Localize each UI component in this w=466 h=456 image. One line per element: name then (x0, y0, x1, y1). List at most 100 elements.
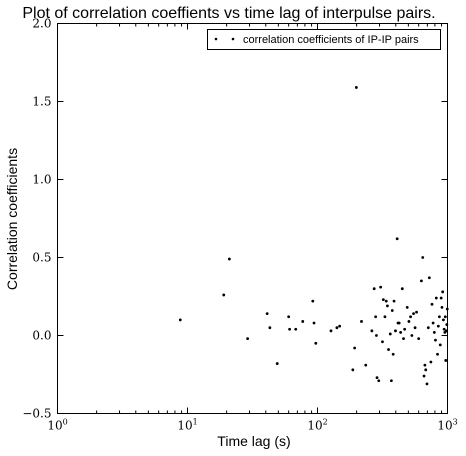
data-point (431, 321, 435, 325)
data-point (413, 326, 417, 330)
data-point (426, 326, 430, 330)
y-tick-label: 0.0 (32, 329, 51, 343)
data-point (338, 324, 342, 328)
data-point (436, 324, 440, 328)
y-tick-label: 0.5 (32, 251, 51, 265)
data-point (374, 315, 378, 319)
data-point (370, 329, 374, 333)
data-point (425, 382, 429, 386)
data-point (442, 327, 446, 331)
x-axis: 100 101 102 103 (47, 23, 458, 433)
data-point (410, 334, 414, 337)
data-point (353, 346, 357, 350)
data-point (434, 296, 438, 300)
data-point (439, 296, 443, 300)
data-point (441, 290, 445, 294)
data-point (387, 348, 390, 351)
x-tick-label: 103 (437, 418, 457, 433)
data-point (311, 299, 315, 303)
data-point (389, 379, 393, 383)
data-point (427, 276, 431, 280)
data-point (379, 285, 383, 289)
x-tick-label: 100 (47, 418, 67, 433)
data-point (372, 287, 376, 291)
data-point (417, 337, 421, 341)
data-point (275, 362, 279, 365)
data-point (312, 321, 316, 325)
data-point (354, 86, 358, 89)
data-point (377, 379, 381, 383)
y-axis: −0.5 0.0 0.5 1.0 1.5 2.0 (22, 17, 448, 421)
chart-title: Plot of correlation coeffients vs time l… (22, 5, 435, 22)
data-point (403, 327, 407, 331)
data-point (422, 374, 426, 378)
data-point (399, 330, 403, 334)
data-point (329, 329, 333, 333)
data-point (436, 352, 439, 356)
data-point (288, 327, 291, 331)
data-point (400, 287, 404, 291)
data-point (444, 359, 448, 362)
y-tick-label: 1.5 (32, 95, 51, 109)
data-point (443, 315, 447, 319)
data-point (227, 257, 231, 261)
y-axis-label: Correlation coefficients (4, 148, 20, 290)
data-point (434, 338, 437, 342)
data-point (409, 315, 412, 319)
data-point (420, 279, 423, 283)
data-point (438, 343, 442, 347)
x-tick-label: 102 (307, 418, 327, 433)
data-point (314, 341, 318, 345)
scatter-points (178, 86, 449, 386)
data-point (381, 340, 384, 344)
data-point (405, 306, 409, 309)
data-point (364, 363, 368, 367)
data-point (412, 312, 415, 316)
legend-marker (214, 37, 218, 41)
plot-area (57, 23, 448, 414)
data-point (351, 368, 355, 372)
data-point (432, 330, 436, 334)
data-point (423, 363, 427, 367)
data-point (294, 327, 298, 331)
x-tick-label: 101 (177, 418, 197, 433)
legend: correlation coefficients of IP-IP pairs (207, 29, 441, 50)
data-point (246, 337, 250, 341)
data-point (222, 293, 226, 297)
data-point (421, 256, 425, 259)
y-tick-label: −0.5 (22, 407, 51, 421)
data-point (360, 320, 363, 323)
data-point (391, 352, 395, 356)
data-point (430, 302, 434, 306)
data-point (440, 306, 444, 309)
data-point (402, 337, 405, 341)
data-point (424, 368, 428, 372)
data-point (395, 237, 399, 241)
data-point (415, 310, 418, 314)
data-point (335, 326, 339, 330)
legend-box (207, 29, 441, 50)
legend-label: correlation coefficients of IP-IP pairs (243, 34, 419, 46)
data-point (265, 312, 269, 316)
data-point (381, 298, 385, 302)
y-tick-label: 2.0 (32, 17, 51, 31)
data-point (444, 329, 448, 333)
data-point (383, 315, 387, 319)
data-point (388, 332, 392, 336)
data-point (386, 304, 389, 308)
data-point (394, 329, 397, 333)
data-point (445, 323, 449, 326)
data-point (384, 299, 388, 303)
data-point (445, 307, 449, 311)
data-point (287, 315, 291, 319)
data-point (390, 309, 394, 312)
y-tick-label: 1.0 (32, 173, 51, 187)
data-point (268, 326, 272, 330)
legend-marker (231, 37, 235, 41)
data-point (375, 376, 379, 380)
data-point (442, 318, 445, 322)
data-point (178, 318, 182, 322)
data-point (392, 299, 396, 303)
data-point (429, 360, 433, 364)
